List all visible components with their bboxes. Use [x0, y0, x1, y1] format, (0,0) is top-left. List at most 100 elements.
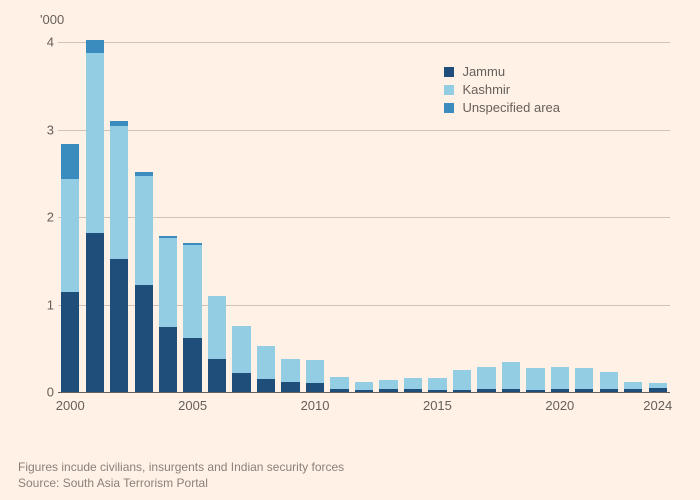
- bar-segment-jammu: [61, 292, 79, 392]
- bar-segment-jammu: [183, 338, 201, 392]
- bar-segment-kashmir: [379, 380, 397, 390]
- bar-segment-jammu: [208, 359, 226, 392]
- bar-segment-jammu: [526, 390, 544, 392]
- bar-segment-kashmir: [624, 382, 642, 389]
- bar-segment-kashmir: [135, 176, 153, 285]
- bar-segment-kashmir: [110, 126, 128, 259]
- bar-2022: [600, 372, 618, 392]
- bar-2019: [526, 368, 544, 392]
- bar-2010: [306, 360, 324, 392]
- bar-segment-jammu: [159, 327, 177, 392]
- bar-segment-kashmir: [453, 370, 471, 390]
- bar-segment-jammu: [575, 389, 593, 392]
- bar-segment-jammu: [330, 389, 348, 393]
- legend-swatch: [444, 85, 454, 95]
- bar-segment-kashmir: [575, 368, 593, 389]
- bar-segment-jammu: [624, 389, 642, 393]
- bar-segment-kashmir: [404, 378, 422, 389]
- legend: Jammu Kashmir Unspecified area: [444, 64, 560, 118]
- bar-segment-jammu: [404, 389, 422, 392]
- bar-2017: [477, 367, 495, 392]
- bar-2009: [281, 359, 299, 392]
- bar-segment-unspecified: [61, 144, 79, 179]
- x-tick-label: 2015: [423, 398, 452, 413]
- bar-2005: [183, 243, 201, 392]
- bar-segment-kashmir: [600, 372, 618, 390]
- bar-2001: [86, 40, 104, 392]
- bar-2003: [135, 172, 153, 392]
- bar-segment-kashmir: [61, 179, 79, 293]
- bar-segment-jammu: [281, 382, 299, 393]
- bar-segment-jammu: [428, 390, 446, 392]
- legend-swatch: [444, 103, 454, 113]
- footnote: Figures incude civilians, insurgents and…: [18, 460, 344, 474]
- bar-2002: [110, 121, 128, 392]
- bar-segment-jammu: [600, 389, 618, 392]
- y-tick-label: 1: [40, 297, 54, 312]
- bar-2020: [551, 367, 569, 392]
- bar-2018: [502, 362, 520, 392]
- gridline: [58, 42, 670, 43]
- bar-segment-kashmir: [502, 362, 520, 389]
- legend-label: Unspecified area: [462, 100, 560, 115]
- y-tick-label: 3: [40, 122, 54, 137]
- bar-segment-jammu: [453, 390, 471, 392]
- plot-area: JammuKashmirUnspecified area 01234200020…: [58, 42, 670, 392]
- legend-swatch: [444, 67, 454, 77]
- gridline: [58, 130, 670, 131]
- bar-segment-kashmir: [330, 377, 348, 388]
- bar-segment-kashmir: [183, 245, 201, 338]
- y-tick-label: 2: [40, 210, 54, 225]
- bar-segment-kashmir: [281, 359, 299, 382]
- bar-segment-kashmir: [428, 378, 446, 390]
- bar-2014: [404, 378, 422, 392]
- bar-segment-jammu: [257, 379, 275, 392]
- bar-segment-jammu: [502, 389, 520, 392]
- legend-item-kashmir: Kashmir: [444, 82, 560, 97]
- x-tick-label: 2000: [56, 398, 85, 413]
- bar-segment-kashmir: [257, 346, 275, 379]
- bar-segment-kashmir: [232, 326, 250, 373]
- bar-2008: [257, 346, 275, 392]
- bar-segment-kashmir: [355, 382, 373, 391]
- bar-2011: [330, 377, 348, 392]
- bar-segment-jammu: [110, 259, 128, 392]
- bar-2021: [575, 368, 593, 392]
- bar-segment-jammu: [306, 383, 324, 392]
- legend-item-jammu: Jammu: [444, 64, 560, 79]
- bar-segment-jammu: [86, 233, 104, 392]
- bar-2006: [208, 296, 226, 392]
- legend-label: Kashmir: [462, 82, 510, 97]
- bar-2000: [61, 144, 79, 393]
- x-tick-label: 2024: [643, 398, 672, 413]
- y-axis-unit: '000: [40, 12, 64, 27]
- bar-2016: [453, 370, 471, 392]
- bar-segment-jammu: [649, 388, 667, 392]
- bar-segment-jammu: [135, 285, 153, 392]
- bar-2007: [232, 326, 250, 393]
- bar-2023: [624, 382, 642, 393]
- bar-2024: [649, 383, 667, 392]
- y-tick-label: 4: [40, 35, 54, 50]
- bar-segment-jammu: [232, 373, 250, 392]
- legend-item-unspecified: Unspecified area: [444, 100, 560, 115]
- bar-2004: [159, 236, 177, 392]
- bar-segment-kashmir: [526, 368, 544, 390]
- bar-2015: [428, 378, 446, 392]
- bar-segment-jammu: [379, 389, 397, 392]
- bar-segment-kashmir: [159, 238, 177, 327]
- bar-2013: [379, 380, 397, 392]
- bar-segment-jammu: [477, 389, 495, 392]
- bar-segment-kashmir: [551, 367, 569, 390]
- source-line: Source: South Asia Terrorism Portal: [18, 476, 208, 490]
- bar-segment-kashmir: [306, 360, 324, 384]
- chart-container: '000 JammuKashmirUnspecified area 012342…: [40, 30, 670, 430]
- x-tick-label: 2020: [545, 398, 574, 413]
- bar-segment-jammu: [355, 390, 373, 392]
- y-tick-label: 0: [40, 385, 54, 400]
- legend-label: Jammu: [462, 64, 505, 79]
- bar-segment-kashmir: [208, 296, 226, 359]
- bar-2012: [355, 382, 373, 393]
- x-tick-label: 2010: [301, 398, 330, 413]
- gridline: [58, 392, 670, 393]
